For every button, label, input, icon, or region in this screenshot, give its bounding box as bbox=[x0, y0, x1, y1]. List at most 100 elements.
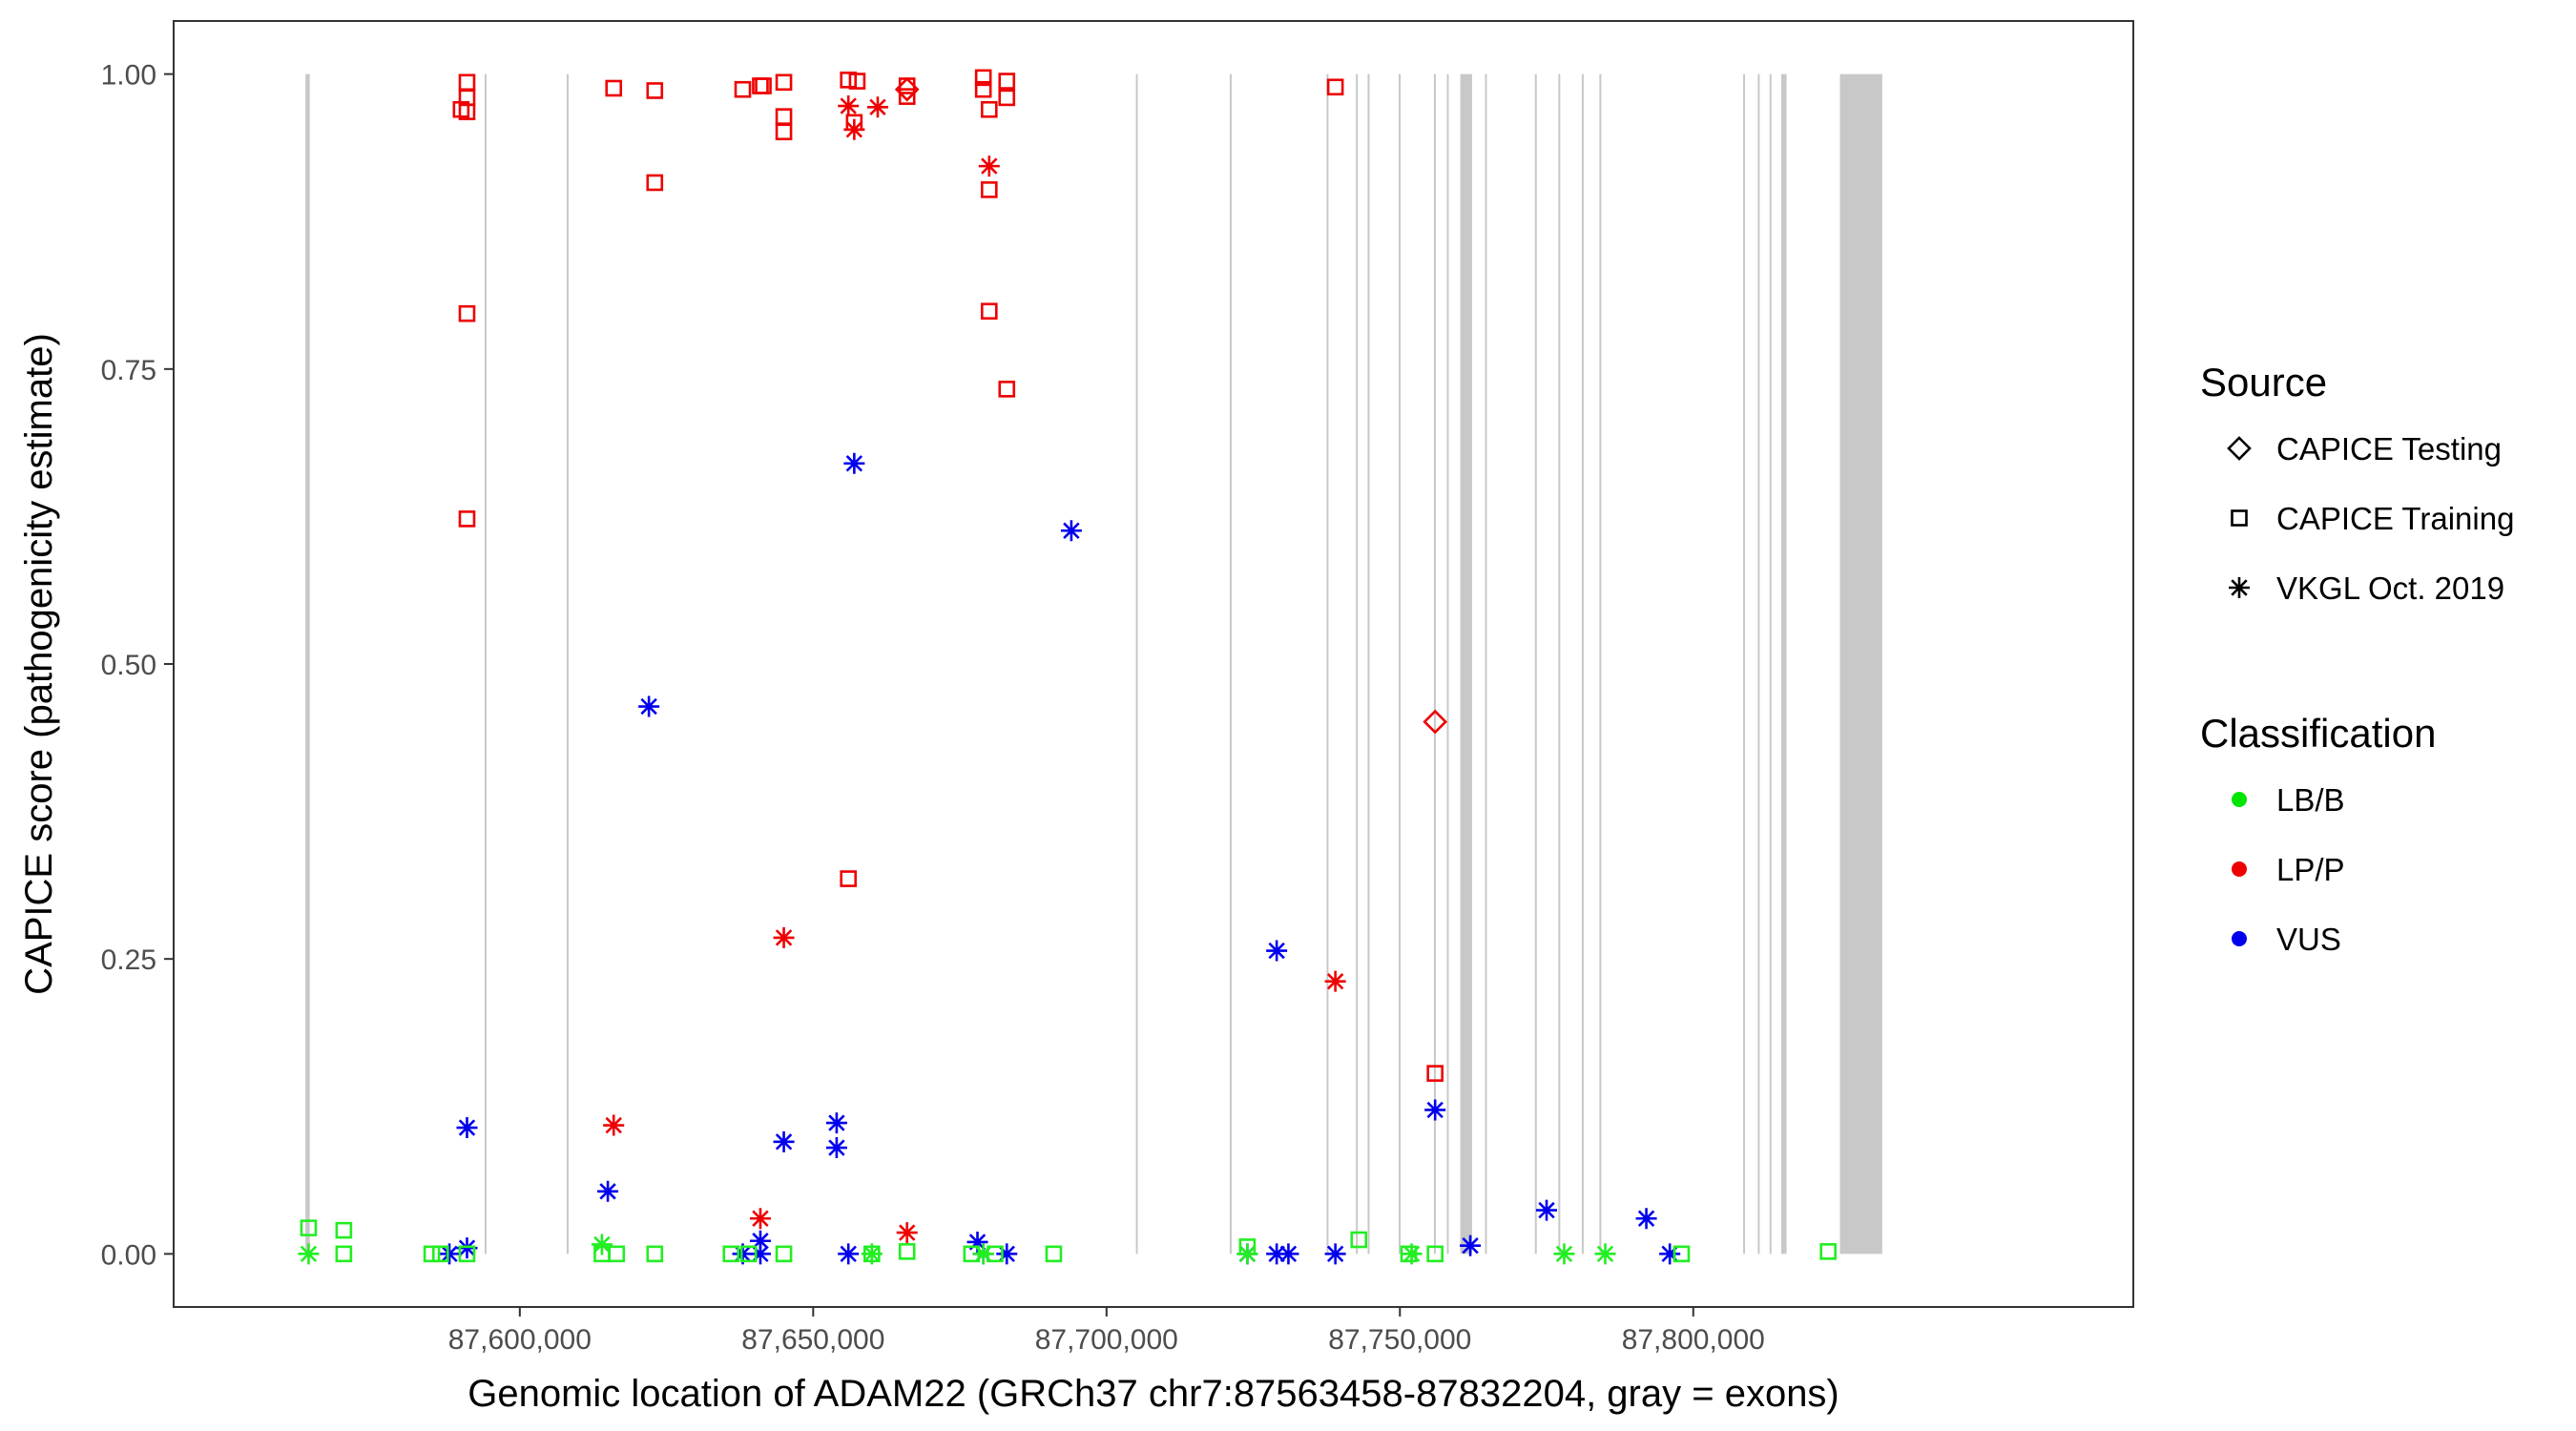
legend-label-lbb: LB/B bbox=[2276, 782, 2345, 818]
training-point-lpp bbox=[775, 73, 793, 92]
training-point-lbb bbox=[1350, 1231, 1368, 1249]
x-axis-title: Genomic location of ADAM22 (GRCh37 chr7:… bbox=[467, 1373, 1839, 1415]
diamond-icon-shape bbox=[2227, 436, 2252, 461]
training-point-lbb bbox=[963, 1245, 981, 1263]
exon-band bbox=[1757, 73, 1760, 1255]
vkgl-point-vus bbox=[1278, 1243, 1299, 1265]
vkgl-point-vus bbox=[749, 1243, 771, 1265]
diamond-icon bbox=[2227, 436, 2252, 461]
vkgl-point-vus bbox=[838, 1243, 860, 1265]
legend-classification: Classification LB/B LP/P VUS bbox=[2200, 711, 2436, 957]
training-point-lpp bbox=[755, 77, 772, 94]
vkgl-point-vus bbox=[1060, 520, 1082, 542]
y-tick-label: 0.00 bbox=[101, 1239, 156, 1271]
training-point-lpp bbox=[840, 870, 858, 887]
vkgl-point-lbb bbox=[1553, 1243, 1575, 1265]
training-point-lbb bbox=[1819, 1243, 1838, 1260]
training-point-lbb bbox=[1400, 1245, 1418, 1263]
vkgl-point-vus bbox=[825, 1112, 847, 1134]
exon-band bbox=[1599, 73, 1602, 1255]
legend-label-vus: VUS bbox=[2276, 922, 2341, 957]
training-point-lpp bbox=[458, 510, 476, 528]
exon-band bbox=[1433, 73, 1436, 1255]
square-icon bbox=[2231, 509, 2248, 527]
testing-point-lpp bbox=[894, 76, 920, 102]
training-point-lbb bbox=[898, 1243, 916, 1260]
training-point-lbb bbox=[722, 1245, 740, 1263]
legend-label-capice-testing: CAPICE Testing bbox=[2276, 431, 2502, 467]
training-point-lpp bbox=[840, 72, 858, 89]
vus-dot-icon bbox=[2232, 931, 2247, 946]
vkgl-point-vus bbox=[1324, 1243, 1346, 1265]
training-point-lpp bbox=[898, 88, 916, 105]
training-point-lbb bbox=[1238, 1238, 1257, 1255]
vkgl-point-lbb bbox=[1401, 1243, 1423, 1265]
vkgl-point-vus bbox=[1266, 1243, 1288, 1265]
legend-source-title: Source bbox=[2200, 360, 2327, 404]
legend-label-vkgl: VKGL Oct. 2019 bbox=[2276, 570, 2504, 606]
lpp-dot-icon bbox=[2232, 861, 2247, 877]
training-point-lbb bbox=[863, 1245, 881, 1263]
exon-band bbox=[1229, 73, 1232, 1255]
legend-label-capice-training: CAPICE Training bbox=[2276, 501, 2514, 536]
vkgl-point-lpp bbox=[603, 1114, 625, 1136]
training-point-lpp bbox=[974, 69, 992, 87]
exon-band bbox=[484, 73, 487, 1255]
vkgl-point-lpp bbox=[843, 118, 865, 140]
training-point-lpp bbox=[458, 103, 476, 121]
exon-band bbox=[567, 73, 570, 1255]
y-axis: 0.00 0.25 0.50 0.75 1.00 bbox=[101, 60, 174, 1271]
exon-band bbox=[1769, 73, 1772, 1255]
exon-band bbox=[1743, 73, 1746, 1255]
vkgl-point-vus bbox=[732, 1243, 754, 1265]
exon-band bbox=[1367, 73, 1370, 1255]
training-point-lbb bbox=[739, 1245, 758, 1263]
y-axis-title: CAPICE score (pathogenicity estimate) bbox=[18, 333, 60, 995]
y-tick-label: 0.25 bbox=[101, 944, 156, 976]
x-tick-label: 87,600,000 bbox=[448, 1324, 592, 1356]
exon-band bbox=[1399, 73, 1402, 1255]
training-point-lbb bbox=[775, 1245, 793, 1263]
vkgl-point-vus bbox=[749, 1230, 771, 1252]
training-point-lpp bbox=[981, 302, 998, 321]
x-tick-label: 87,700,000 bbox=[1035, 1324, 1178, 1356]
training-point-lpp bbox=[734, 80, 752, 98]
exon-band bbox=[1781, 73, 1787, 1255]
vkgl-point-vus bbox=[1424, 1099, 1446, 1121]
training-point-lbb bbox=[1426, 1245, 1444, 1263]
training-point-lbb bbox=[646, 1245, 664, 1263]
training-point-lbb bbox=[608, 1245, 626, 1263]
testing-point-lpp bbox=[1423, 709, 1448, 735]
exon-bands bbox=[305, 73, 1882, 1255]
y-tick-label: 0.50 bbox=[101, 650, 156, 681]
training-point-lpp bbox=[848, 73, 866, 90]
vkgl-point-vus bbox=[996, 1243, 1018, 1265]
vkgl-point-lbb bbox=[298, 1243, 320, 1265]
vkgl-point-lbb bbox=[591, 1234, 613, 1255]
training-point-lpp bbox=[1426, 1065, 1444, 1082]
vkgl-point-lpp bbox=[978, 156, 1000, 177]
training-point-lpp bbox=[605, 79, 623, 97]
training-point-lpp bbox=[981, 181, 998, 198]
training-point-lbb bbox=[432, 1245, 449, 1263]
training-point-lbb bbox=[458, 1245, 476, 1263]
training-point-lbb bbox=[335, 1221, 353, 1239]
exon-band bbox=[305, 73, 310, 1255]
vkgl-point-vus bbox=[456, 1237, 478, 1259]
vkgl-point-lbb bbox=[1594, 1243, 1616, 1265]
vkgl-point-vus bbox=[843, 452, 865, 474]
training-point-lpp bbox=[452, 100, 470, 118]
y-tick-label: 1.00 bbox=[101, 60, 156, 92]
exon-band bbox=[1460, 73, 1472, 1255]
vkgl-point-lbb bbox=[972, 1243, 994, 1265]
exon-band bbox=[1534, 73, 1537, 1255]
vkgl-point-lpp bbox=[1324, 970, 1346, 992]
vkgl-point-lbb bbox=[861, 1243, 883, 1265]
vkgl-point-vus bbox=[966, 1231, 988, 1253]
training-point-lpp bbox=[458, 304, 476, 322]
vkgl-point-lpp bbox=[896, 1222, 918, 1244]
vkgl-point-lpp bbox=[773, 926, 795, 948]
lbb-dot-icon bbox=[2232, 792, 2247, 807]
vkgl-point-vus bbox=[439, 1243, 461, 1265]
